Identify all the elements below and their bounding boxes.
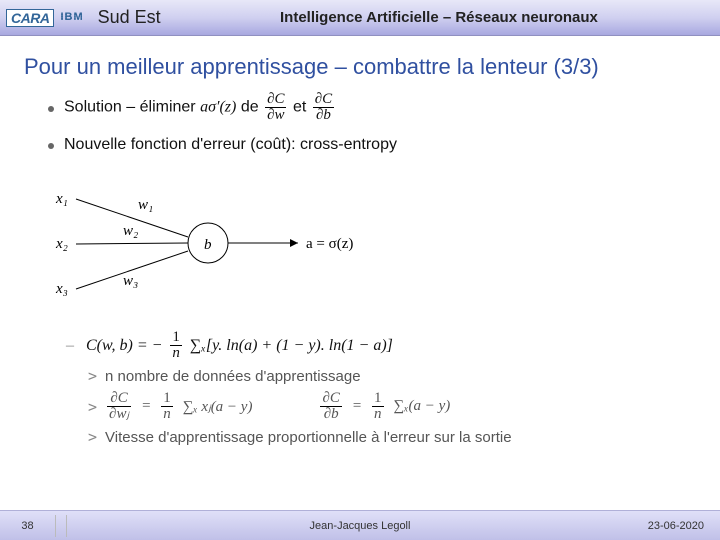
dcdwj-den: ∂wⱼ [107,407,131,422]
b1-prefix: Solution – éliminer [64,99,200,116]
cost-sum: ∑ₓ[y. ln(a) + (1 − y). ln(1 − a)] [190,337,393,355]
cost-frac-num: 1 [170,330,182,346]
bullet-1-text: Solution – éliminer aσ′(z) de ∂C ∂w et ∂… [64,92,336,123]
w1-label: w₁ [138,197,153,213]
cost-frac-den: n [170,346,182,361]
bias-label: b [204,237,212,253]
dcdb-num: ∂C [313,92,334,108]
dcdwj-num: ∂C [107,391,131,407]
bullet-1: Solution – éliminer aσ′(z) de ∂C ∂w et ∂… [48,92,680,123]
chevron-icon: > [88,367,97,385]
cost-lhs: C(w, b) = − [86,337,162,355]
eqfrac1-num: 1 [161,391,173,407]
dcdwj-lhs: ∂C ∂wⱼ [107,391,131,422]
eq-sign: = [141,398,151,415]
content-area: Solution – éliminer aσ′(z) de ∂C ∂w et ∂… [0,92,720,446]
dcdw-den: ∂w [265,108,286,123]
header-org: Sud Est [98,7,161,28]
logo-group: CARA IBM [0,9,86,27]
footer-divider [66,515,67,537]
sub-3: > Vitesse d'apprentissage proportionnell… [88,428,680,446]
footer-date: 23-06-2020 [648,520,704,532]
footer-bar: 38 Jean-Jacques Legoll 23-06-2020 [0,510,720,540]
sub-1: > n nombre de données d'apprentissage [88,367,680,385]
page-number: 38 [0,515,56,537]
dash-icon: – [66,337,74,355]
x3-label: x₃ [55,281,68,297]
dcdwj-sum: ∑ₓ xⱼ(a − y) [183,397,253,416]
b1-mid: de [241,99,263,116]
footer-author: Jean-Jacques Legoll [310,520,411,532]
bullet-dot-icon [48,143,54,149]
header-bar: CARA IBM Sud Est Intelligence Artificiel… [0,0,720,36]
asigma: aσ′(z) [200,99,236,116]
w2-label: w₂ [123,223,138,239]
eq-sign2: = [352,398,362,415]
sub-3-text: Vitesse d'apprentissage proportionnelle … [105,429,512,446]
cost-frac: 1 n [170,330,182,361]
dcdw-num: ∂C [265,92,286,108]
x1-label: x₁ [55,191,68,207]
dcdb-lhs: ∂C ∂b [320,391,341,422]
dcdb2-num: ∂C [320,391,341,407]
sub-1-text: n nombre de données d'apprentissage [105,368,361,385]
sub-list: > n nombre de données d'apprentissage > … [88,367,680,446]
w3-label: w₃ [123,273,138,289]
cost-equation: – C(w, b) = − 1 n ∑ₓ[y. ln(a) + (1 − y).… [66,330,680,361]
frac-dcdb: ∂C ∂b [313,92,334,123]
bullet-dot-icon [48,106,54,112]
bullet-2-text: Nouvelle fonction d'erreur (coût): cross… [64,133,397,157]
bullet-2: Nouvelle fonction d'erreur (coût): cross… [48,133,680,157]
chevron-icon: > [88,428,97,446]
header-title: Intelligence Artificielle – Réseaux neur… [280,9,598,26]
eqfrac1-den: n [161,407,173,422]
slide-title: Pour un meilleur apprentissage – combatt… [0,36,720,92]
eqfrac2-num: 1 [372,391,384,407]
chevron-icon: > [88,398,97,416]
dcdb-den: ∂b [313,108,334,123]
cara-logo: CARA [6,9,54,27]
eqfrac1: 1 n [161,391,173,422]
eqfrac2-den: n [372,407,384,422]
sub-2: > ∂C ∂wⱼ = 1 n ∑ₓ xⱼ(a − y) ∂C ∂b = 1 n … [88,391,680,422]
b1-and: et [293,99,311,116]
x2-label: x₂ [55,236,68,252]
ibm-logo: IBM [58,14,85,21]
dcdb2-den: ∂b [320,407,341,422]
neuron-diagram: x₁ x₂ x₃ w₁ w₂ w₃ b a = σ(z) [48,185,388,305]
eqfrac2: 1 n [372,391,384,422]
dcdb-sum: ∑ₓ(a − y) [394,398,451,415]
output-label: a = σ(z) [306,236,353,252]
frac-dcdw: ∂C ∂w [265,92,286,123]
